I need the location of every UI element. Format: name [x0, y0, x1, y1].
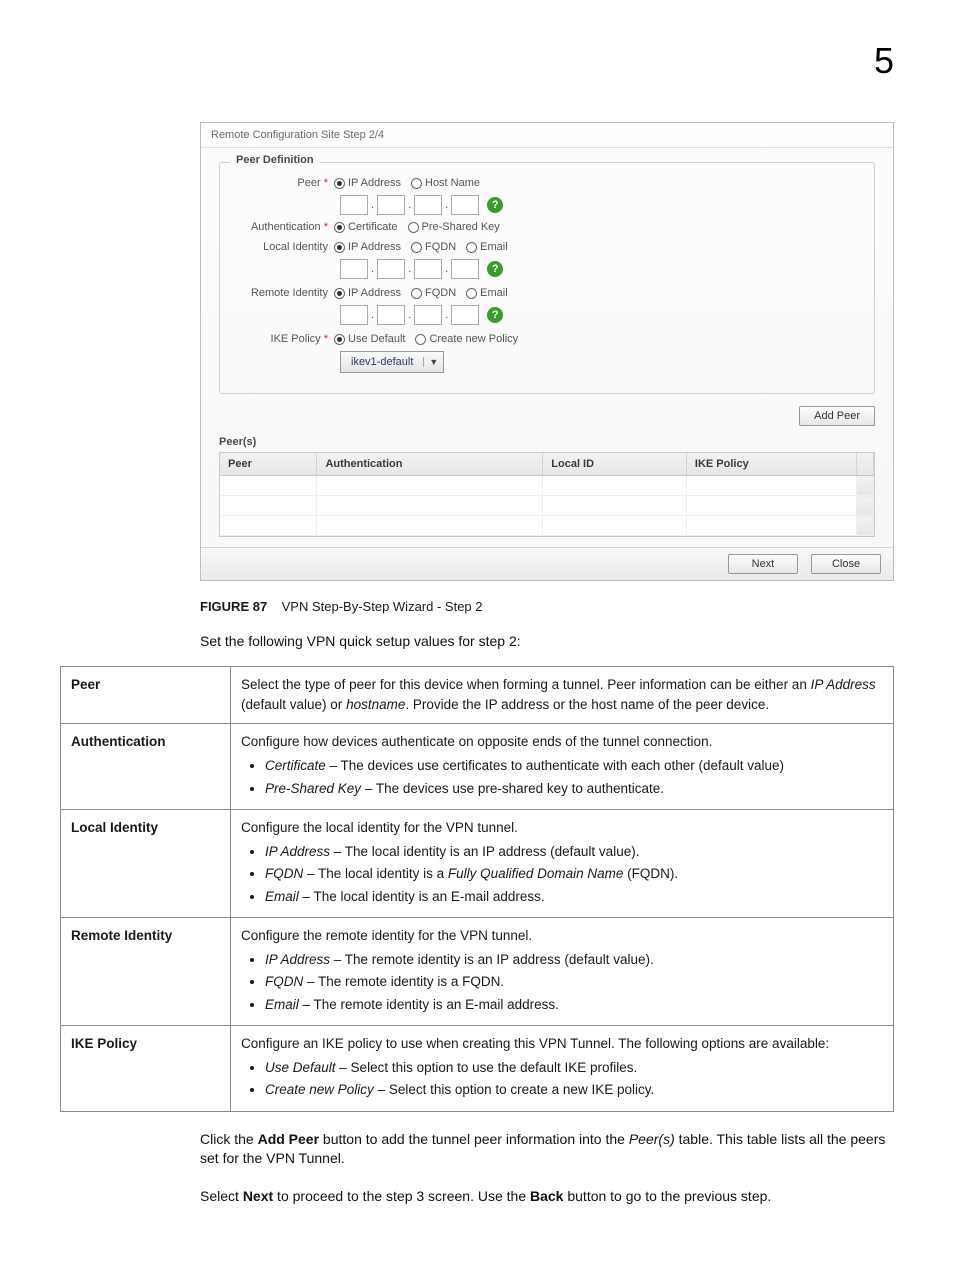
label-auth: Authentication * — [234, 221, 334, 233]
row-remote: Remote Identity IP Address FQDN Email — [234, 287, 860, 299]
row-auth-desc: Authentication Configure how devices aut… — [61, 724, 894, 810]
row-local-ip: . . . ? — [234, 259, 860, 279]
radio-dot-icon — [334, 178, 345, 189]
ike-policy-dropdown[interactable]: ikev1-default ▼ — [340, 351, 444, 373]
row-local-desc: Local Identity Configure the local ident… — [61, 809, 894, 917]
row-auth: Authentication * Certificate Pre-Shared … — [234, 221, 860, 233]
row-local: Local Identity IP Address FQDN Email — [234, 241, 860, 253]
table-row — [220, 476, 874, 496]
figure-number: FIGURE 87 — [200, 599, 267, 614]
help-icon[interactable]: ? — [487, 261, 503, 277]
val-ike: Configure an IKE policy to use when crea… — [231, 1025, 894, 1111]
help-icon[interactable]: ? — [487, 307, 503, 323]
radio-dot-icon — [334, 288, 345, 299]
radio-ike-new[interactable]: Create new Policy — [415, 333, 518, 345]
radio-auth-psk[interactable]: Pre-Shared Key — [408, 221, 500, 233]
wizard-title: Remote Configuration Site Step 2/4 — [201, 123, 893, 148]
close-button[interactable]: Close — [811, 554, 881, 574]
col-auth[interactable]: Authentication — [317, 453, 543, 476]
paragraph-next: Select Next to proceed to the step 3 scr… — [200, 1187, 894, 1207]
row-ike: IKE Policy * Use Default Create new Poli… — [234, 333, 860, 345]
label-peer: Peer * — [234, 177, 334, 189]
key-local: Local Identity — [61, 809, 231, 917]
wizard-footer: Next Close — [201, 547, 893, 580]
radio-remote-ip[interactable]: IP Address — [334, 287, 401, 299]
ip-seg[interactable] — [377, 305, 405, 325]
radio-local-ip[interactable]: IP Address — [334, 241, 401, 253]
chevron-down-icon: ▼ — [423, 357, 443, 367]
row-ike-desc: IKE Policy Configure an IKE policy to us… — [61, 1025, 894, 1111]
ip-seg[interactable] — [340, 259, 368, 279]
val-remote: Configure the remote identity for the VP… — [231, 917, 894, 1025]
ip-seg[interactable] — [340, 195, 368, 215]
radio-remote-fqdn[interactable]: FQDN — [411, 287, 456, 299]
ip-seg[interactable] — [414, 195, 442, 215]
radio-peer-host[interactable]: Host Name — [411, 177, 480, 189]
radio-dot-icon — [411, 242, 422, 253]
ip-seg[interactable] — [414, 259, 442, 279]
peers-label: Peer(s) — [201, 436, 893, 452]
radio-ike-default[interactable]: Use Default — [334, 333, 405, 345]
table-row — [220, 496, 874, 516]
peer-definition-fieldset: Peer Definition Peer * IP Address Host N… — [219, 162, 875, 394]
dropdown-value: ikev1-default — [341, 356, 423, 368]
ip-seg[interactable] — [451, 259, 479, 279]
ip-seg[interactable] — [451, 195, 479, 215]
table-row — [220, 516, 874, 536]
wizard-panel: Remote Configuration Site Step 2/4 Peer … — [200, 122, 894, 581]
val-local: Configure the local identity for the VPN… — [231, 809, 894, 917]
row-peer-desc: Peer Select the type of peer for this de… — [61, 666, 894, 724]
val-auth: Configure how devices authenticate on op… — [231, 724, 894, 810]
radio-dot-icon — [334, 242, 345, 253]
page-number: 5 — [60, 40, 894, 82]
key-peer: Peer — [61, 666, 231, 724]
radio-dot-icon — [466, 288, 477, 299]
col-ike[interactable]: IKE Policy — [686, 453, 856, 476]
key-auth: Authentication — [61, 724, 231, 810]
radio-dot-icon — [411, 288, 422, 299]
ip-seg[interactable] — [340, 305, 368, 325]
key-remote: Remote Identity — [61, 917, 231, 1025]
radio-dot-icon — [466, 242, 477, 253]
ip-seg[interactable] — [377, 195, 405, 215]
radio-dot-icon — [334, 222, 345, 233]
radio-local-email[interactable]: Email — [466, 241, 508, 253]
radio-remote-email[interactable]: Email — [466, 287, 508, 299]
add-peer-bar: Add Peer — [201, 402, 893, 436]
radio-dot-icon — [408, 222, 419, 233]
add-peer-button[interactable]: Add Peer — [799, 406, 875, 426]
intro-text: Set the following VPN quick setup values… — [200, 632, 894, 652]
help-icon[interactable]: ? — [487, 197, 503, 213]
radio-dot-icon — [411, 178, 422, 189]
radio-local-fqdn[interactable]: FQDN — [411, 241, 456, 253]
ip-seg[interactable] — [414, 305, 442, 325]
row-peer-ip: . . . ? — [234, 195, 860, 215]
row-peer: Peer * IP Address Host Name — [234, 177, 860, 189]
peers-table-wrap: Peer Authentication Local ID IKE Policy — [219, 452, 875, 537]
label-local: Local Identity — [234, 241, 334, 253]
col-localid[interactable]: Local ID — [543, 453, 687, 476]
next-button[interactable]: Next — [728, 554, 798, 574]
radio-auth-cert[interactable]: Certificate — [334, 221, 398, 233]
radio-dot-icon — [334, 334, 345, 345]
label-ike: IKE Policy * — [234, 333, 334, 345]
figure-caption: FIGURE 87 VPN Step-By-Step Wizard - Step… — [200, 599, 894, 614]
radio-peer-ip[interactable]: IP Address — [334, 177, 401, 189]
ip-seg[interactable] — [451, 305, 479, 325]
radio-dot-icon — [415, 334, 426, 345]
label-remote: Remote Identity — [234, 287, 334, 299]
row-ike-dd: ikev1-default ▼ — [234, 351, 860, 373]
row-remote-ip: . . . ? — [234, 305, 860, 325]
paragraph-addpeer: Click the Add Peer button to add the tun… — [200, 1130, 894, 1169]
description-table: Peer Select the type of peer for this de… — [60, 666, 894, 1112]
row-remote-desc: Remote Identity Configure the remote ide… — [61, 917, 894, 1025]
ip-seg[interactable] — [377, 259, 405, 279]
val-peer: Select the type of peer for this device … — [231, 666, 894, 724]
key-ike: IKE Policy — [61, 1025, 231, 1111]
col-peer[interactable]: Peer — [220, 453, 317, 476]
scroll-col — [857, 453, 874, 476]
fieldset-legend: Peer Definition — [230, 154, 320, 166]
figure-title: VPN Step-By-Step Wizard - Step 2 — [282, 599, 483, 614]
peers-table: Peer Authentication Local ID IKE Policy — [220, 453, 874, 536]
